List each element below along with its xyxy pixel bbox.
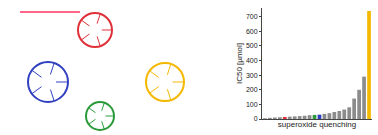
svg-text:200: 200 (246, 86, 258, 93)
svg-text:500: 500 (246, 42, 258, 49)
svg-text:IC50 [µmol]: IC50 [µmol] (235, 43, 244, 84)
svg-text:superoxide quenching: superoxide quenching (278, 120, 356, 129)
svg-text:300: 300 (246, 72, 258, 79)
svg-text:700: 700 (246, 13, 258, 20)
svg-text:600: 600 (246, 28, 258, 35)
svg-text:400: 400 (246, 57, 258, 64)
svg-text:100: 100 (246, 101, 258, 108)
svg-text:0: 0 (254, 115, 258, 122)
